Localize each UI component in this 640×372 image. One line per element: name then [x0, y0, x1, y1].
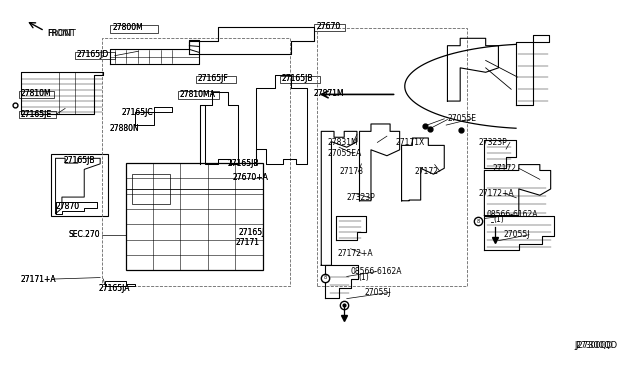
Text: SEC.270: SEC.270	[68, 230, 100, 239]
Bar	[317, 28, 467, 286]
Text: 27670+A: 27670+A	[232, 173, 268, 182]
Text: 27172+A: 27172+A	[478, 189, 514, 198]
Text: FRONT: FRONT	[47, 29, 73, 38]
Bar	[75, 52, 115, 60]
Text: 27171X: 27171X	[395, 138, 424, 147]
Text: 27810M: 27810M	[20, 89, 51, 98]
Text: 27670+A: 27670+A	[232, 173, 268, 182]
Text: 27165JB: 27165JB	[228, 159, 259, 169]
Text: 27165JF: 27165JF	[198, 74, 228, 83]
Text: 27171: 27171	[236, 238, 260, 247]
Text: 27810MA: 27810MA	[180, 90, 216, 99]
Text: 27165JB: 27165JB	[64, 155, 95, 165]
Bar	[51, 154, 108, 216]
Text: 27055E: 27055E	[447, 114, 476, 123]
Bar	[196, 76, 236, 83]
Text: 8: 8	[324, 275, 326, 280]
Text: 27165JB: 27165JB	[282, 74, 313, 83]
Text: 27171: 27171	[236, 238, 260, 247]
Text: 27171+A: 27171+A	[20, 275, 56, 283]
Text: 27172+A: 27172+A	[338, 249, 374, 258]
Text: 27165JD: 27165JD	[77, 51, 109, 60]
Text: 27670: 27670	[317, 22, 341, 31]
Text: 27800M: 27800M	[113, 23, 143, 32]
Text: 27055EA: 27055EA	[328, 149, 362, 158]
Text: J27300QD: J27300QD	[575, 341, 613, 350]
Bar	[125, 163, 262, 270]
Text: 27323P: 27323P	[478, 138, 507, 147]
Text: 27165JC: 27165JC	[121, 108, 153, 117]
Bar	[19, 111, 56, 118]
Text: (1): (1)	[358, 273, 369, 282]
Bar	[314, 24, 346, 31]
Text: 27870: 27870	[56, 202, 79, 211]
Bar	[19, 91, 54, 98]
Bar	[280, 76, 320, 83]
Text: 27810MA: 27810MA	[180, 90, 216, 99]
Text: 08566-6162A: 08566-6162A	[487, 210, 538, 219]
Bar	[132, 174, 170, 204]
Text: (1): (1)	[493, 215, 504, 224]
Text: 27055J: 27055J	[504, 230, 530, 239]
Text: 27165JB: 27165JB	[64, 155, 95, 165]
Text: 27172: 27172	[414, 167, 438, 176]
Text: 27165J: 27165J	[239, 228, 265, 237]
Text: 27173: 27173	[339, 167, 364, 176]
Text: 27165JA: 27165JA	[99, 284, 130, 293]
Text: 27165JB: 27165JB	[282, 74, 313, 83]
Text: 27871M: 27871M	[314, 89, 344, 98]
Text: 27165JC: 27165JC	[121, 108, 153, 117]
Text: SEC.270: SEC.270	[68, 230, 100, 239]
Text: 27800M: 27800M	[113, 23, 143, 32]
Text: 27810M: 27810M	[20, 89, 51, 98]
Text: 27323P: 27323P	[347, 193, 376, 202]
Text: 27165JE: 27165JE	[20, 109, 52, 119]
Text: 27165JE: 27165JE	[20, 109, 52, 119]
Bar	[109, 25, 157, 33]
Text: 27670: 27670	[317, 22, 341, 31]
Text: J27300QD: J27300QD	[575, 341, 617, 350]
Text: 27172: 27172	[492, 164, 516, 173]
Text: 27870: 27870	[56, 202, 79, 211]
Text: 27165J: 27165J	[239, 228, 265, 237]
Bar	[178, 92, 220, 99]
Text: 27165JF: 27165JF	[198, 74, 228, 83]
Text: 8: 8	[476, 219, 479, 224]
Text: 27880N: 27880N	[109, 124, 140, 133]
Text: 27831M: 27831M	[328, 138, 358, 147]
Text: FRONT: FRONT	[47, 29, 76, 38]
Text: 27055J: 27055J	[365, 288, 391, 297]
Text: 27171+A: 27171+A	[20, 275, 56, 283]
Text: 27165JD: 27165JD	[77, 51, 109, 60]
Text: 27165JB: 27165JB	[228, 159, 259, 169]
Text: 08566-6162A: 08566-6162A	[351, 267, 402, 276]
Bar	[102, 38, 290, 286]
Text: 27880N: 27880N	[109, 124, 140, 133]
Text: 27165JA: 27165JA	[99, 284, 130, 293]
Text: 27871M: 27871M	[314, 89, 344, 98]
